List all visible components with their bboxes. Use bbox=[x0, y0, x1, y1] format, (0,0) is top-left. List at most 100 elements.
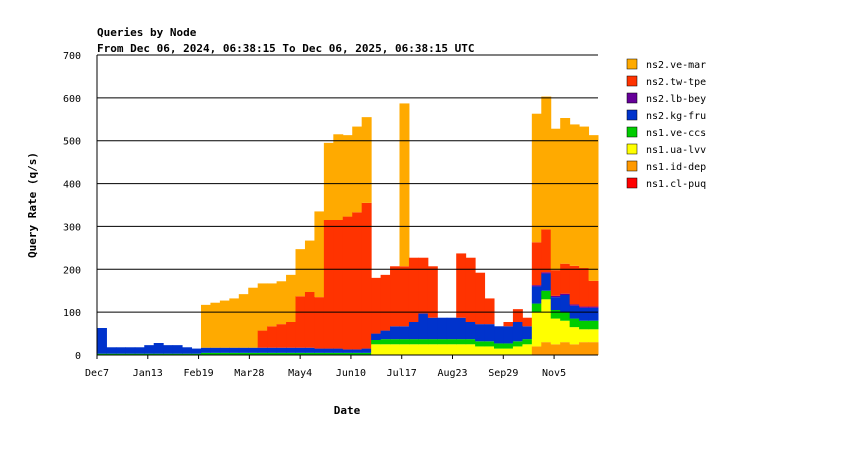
bar-segment-ns1-ve-ccs bbox=[97, 353, 107, 355]
bar-segment-ns2-kg-fru bbox=[295, 347, 306, 353]
bar-segment-ns1-id-dep bbox=[569, 344, 580, 355]
bar-segment-ns1-ua-lvv bbox=[446, 344, 457, 355]
bar-segment-ns1-ve-ccs bbox=[569, 318, 580, 328]
bar-segment-ns2-tw-tpe bbox=[541, 229, 552, 273]
bar-segment-ns1-ve-ccs bbox=[579, 320, 590, 330]
bar-segment-ns2-kg-fru bbox=[210, 347, 221, 353]
y-tick-label: 600 bbox=[63, 94, 81, 105]
bar-segment-ns2-kg-fru bbox=[588, 307, 599, 321]
bar-segment-ns2-kg-fru bbox=[286, 347, 297, 353]
bar-segment-ns2-kg-fru bbox=[522, 326, 533, 340]
bar-segment-ns1-ua-lvv bbox=[522, 344, 533, 355]
bar-segment-ns2-kg-fru bbox=[579, 307, 590, 321]
bar-segment-ns2-tw-tpe bbox=[475, 272, 486, 325]
bar-segment-ns1-ve-ccs bbox=[314, 352, 325, 355]
chart-title: Queries by Node bbox=[97, 26, 197, 39]
bar-segment-ns2-kg-fru bbox=[304, 347, 315, 353]
bar-segment-ns1-ve-ccs bbox=[323, 352, 334, 355]
legend-label: ns2.kg-fru bbox=[646, 111, 706, 122]
bar-segment-ns2-kg-fru bbox=[163, 345, 174, 354]
bar-segment-ns2-kg-fru bbox=[390, 326, 400, 340]
legend-label: ns1.ve-ccs bbox=[646, 128, 706, 139]
bar-segment-ns2-tw-tpe bbox=[286, 322, 297, 348]
bar-segment-ns1-ua-lvv bbox=[550, 318, 561, 345]
x-tick-label: Sep29 bbox=[488, 368, 518, 379]
legend-swatch bbox=[626, 160, 638, 172]
bar-segment-ns1-ua-lvv bbox=[579, 329, 590, 343]
bar-segment-ns1-ua-lvv bbox=[541, 299, 552, 343]
legend-swatch bbox=[626, 126, 638, 138]
legend-swatch bbox=[626, 58, 638, 70]
x-tick-label: Dec7 bbox=[85, 368, 109, 379]
y-axis: 0 100 200 300 400 500 600 700 bbox=[63, 51, 81, 362]
bar-segment-ns1-ve-ccs bbox=[200, 352, 211, 355]
x-tick-label: Nov5 bbox=[542, 368, 566, 379]
bar-segment-ns2-ve-mar bbox=[267, 283, 278, 327]
bar-segment-ns1-ve-ccs bbox=[503, 343, 514, 349]
bar-segment-ns1-ve-ccs bbox=[125, 353, 136, 355]
bar-segment-ns1-ua-lvv bbox=[475, 346, 486, 355]
bar-segment-ns2-tw-tpe bbox=[323, 220, 334, 349]
bar-segment-ns2-ve-mar bbox=[238, 294, 249, 348]
y-tick-label: 0 bbox=[75, 351, 81, 362]
bar-segment-ns2-kg-fru bbox=[115, 347, 126, 354]
bar-segment-ns2-ve-mar bbox=[569, 124, 580, 266]
legend-label: ns1.ua-lvv bbox=[646, 145, 706, 156]
bar-segment-ns2-tw-tpe bbox=[371, 277, 382, 334]
bar-segment-ns2-kg-fru bbox=[446, 317, 457, 340]
bar-segment-ns2-kg-fru bbox=[200, 347, 211, 353]
bar-segment-ns1-ve-ccs bbox=[115, 353, 126, 355]
bar-segment-ns1-ve-ccs bbox=[494, 343, 504, 349]
bar-segment-ns2-kg-fru bbox=[219, 347, 230, 353]
bar-segment-ns2-tw-tpe bbox=[399, 266, 410, 327]
bar-segment-ns2-kg-fru bbox=[134, 347, 145, 354]
bar-segment-ns2-kg-fru bbox=[125, 347, 136, 354]
bar-segment-ns1-ve-ccs bbox=[484, 341, 495, 347]
bar-segment-ns2-kg-fru bbox=[323, 348, 334, 353]
bar-segment-ns2-kg-fru bbox=[229, 347, 240, 353]
bar-segment-ns1-ua-lvv bbox=[588, 329, 599, 343]
bar-segment-ns1-ve-ccs bbox=[550, 310, 561, 319]
bar-segment-ns2-tw-tpe bbox=[512, 309, 523, 322]
bar-segment-ns2-ve-mar bbox=[531, 113, 542, 243]
bar-segment-ns1-ua-lvv bbox=[494, 348, 504, 355]
bar-segment-ns2-ve-mar bbox=[361, 117, 372, 203]
y-tick-label: 400 bbox=[63, 180, 81, 191]
bar-segment-ns1-ve-ccs bbox=[276, 352, 287, 355]
y-tick-label: 100 bbox=[63, 308, 81, 319]
bar-segment-ns1-ve-ccs bbox=[531, 303, 542, 313]
bar-segment-ns2-kg-fru bbox=[276, 347, 287, 353]
bar-segment-ns2-tw-tpe bbox=[276, 324, 287, 348]
bar-segment-ns2-kg-fru bbox=[314, 348, 325, 353]
bar-segment-ns2-kg-fru bbox=[144, 345, 155, 354]
bar-segment-ns2-kg-fru bbox=[418, 313, 429, 340]
bar-segment-ns1-ve-ccs bbox=[399, 339, 410, 345]
bar-segment-ns2-kg-fru bbox=[437, 317, 448, 340]
x-tick-label: May4 bbox=[288, 368, 312, 379]
bar-segment-ns2-tw-tpe bbox=[569, 265, 580, 305]
bar-segment-ns1-ve-ccs bbox=[172, 353, 183, 355]
bar-segment-ns2-tw-tpe bbox=[267, 326, 278, 348]
legend-label: ns2.lb-bey bbox=[646, 94, 706, 105]
bar-segment-ns2-kg-fru bbox=[182, 347, 193, 354]
bar-segment-ns2-kg-fru bbox=[465, 322, 476, 340]
bar-segment-ns2-ve-mar bbox=[304, 240, 315, 292]
bar-segment-ns2-ve-mar bbox=[333, 134, 344, 220]
bar-segment-ns2-ve-mar bbox=[314, 211, 325, 298]
bar-segment-ns1-id-dep bbox=[579, 342, 590, 355]
bar-segment-ns1-ve-ccs bbox=[144, 353, 155, 355]
bar-segment-ns2-kg-fru bbox=[172, 345, 183, 354]
bar-segment-ns2-kg-fru bbox=[503, 326, 514, 344]
bar-segment-ns2-kg-fru bbox=[550, 297, 561, 310]
bar-segment-ns2-ve-mar bbox=[276, 281, 287, 325]
legend-label: ns1.id-dep bbox=[646, 162, 706, 173]
bar-segment-ns1-ve-ccs bbox=[163, 353, 174, 355]
bar-segment-ns1-ve-ccs bbox=[475, 341, 486, 347]
bar-segment-ns1-ua-lvv bbox=[465, 344, 476, 355]
bar-segment-ns1-ve-ccs bbox=[361, 352, 372, 355]
x-tick-label: Aug23 bbox=[437, 368, 467, 379]
bar-segment-ns2-tw-tpe bbox=[380, 274, 391, 331]
bar-segment-ns1-ua-lvv bbox=[380, 344, 391, 355]
bar-segment-ns1-ve-ccs bbox=[134, 353, 145, 355]
stacked-areas bbox=[97, 96, 599, 355]
